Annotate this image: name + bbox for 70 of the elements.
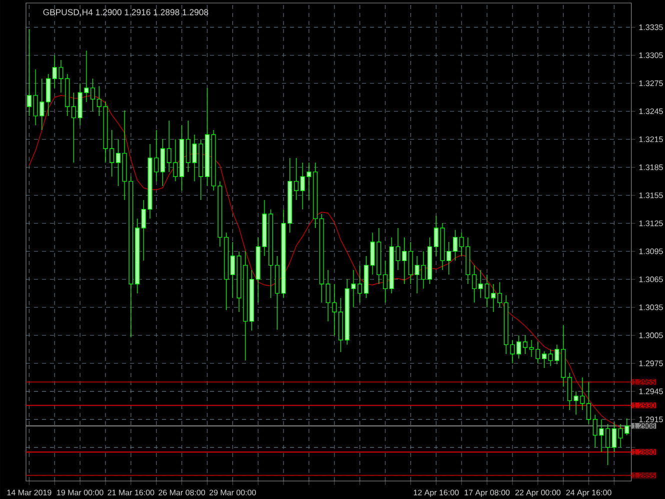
candlestick [440,222,445,270]
candlestick [606,424,610,466]
candlestick [522,335,528,354]
candlestick [313,162,318,228]
candlestick [383,260,388,304]
y-tick-label: 1.3335 [639,24,663,30]
candlestick [484,274,490,308]
x-tick-label: 17 Apr 08:00 [464,490,510,497]
candlestick [612,422,616,452]
candlestick [160,138,165,186]
candlestick [294,158,298,200]
y-tick-label: 1.3125 [639,220,663,226]
x-tick-label: 19 Mar 00:00 [57,490,104,496]
candlestick [204,88,210,186]
y-tick-label: 1.3065 [639,276,663,282]
candlestick [491,284,496,312]
candlestick [135,218,140,294]
candlestick [230,242,235,298]
y-tick-label: 1.2945 [639,388,663,394]
candlestick [186,120,190,172]
candlestick [46,74,50,116]
y-tick-label: 1.3275 [639,80,663,86]
candlestick [338,298,343,352]
candlestick [402,236,407,284]
x-tick-label: 26 Mar 08:00 [158,490,206,496]
candlestick [274,256,280,330]
candlestick [116,138,120,186]
candlestick [542,350,546,368]
candlestick [408,242,413,284]
candlestick [472,264,477,304]
candlestick [364,256,368,298]
candlestick [148,144,152,219]
y-tick-label: 1.3185 [639,164,663,170]
y-tick-label: 1.3215 [639,136,663,142]
candlestick [586,382,591,424]
candlestick [478,270,483,298]
x-tick-label: 14 Mar 2019 [7,490,52,496]
candlestick [567,372,572,410]
y-tick-label: 1.3155 [639,192,663,198]
candlestick [141,200,146,261]
candlestick [249,270,254,332]
x-tick-label: 21 Mar 16:00 [108,490,154,496]
candlestick [428,236,432,284]
x-tick-label: 24 Apr 16:00 [566,490,612,497]
y-tick-label: 1.2915 [639,416,663,422]
candlestick [446,242,452,275]
candlestick [358,264,362,304]
x-tick-label: 12 Apr 16:00 [414,490,459,497]
candlestick [561,324,566,388]
candlestick [110,130,114,177]
candlestick [434,216,438,256]
text: GBPUSD,H4 1.2900 1.2916 1.2898 1.2908 [43,9,208,16]
y-tick-label: 1.3035 [639,304,663,310]
y-tick-label: 1.2975 [639,360,663,366]
y-tick-label: 1.3095 [639,248,663,254]
candlestick [90,78,96,112]
candlestick [452,230,458,261]
candlestick [180,124,184,191]
candlestick [497,282,502,308]
candlestick [319,214,324,304]
candlestick [154,130,159,182]
y-tick-label: 1.3005 [639,332,663,338]
x-tick-label: 29 Mar 00:00 [209,490,256,496]
candlestick [516,335,522,360]
candlestick [268,208,274,298]
y-tick-label: 1.3245 [639,108,663,114]
x-tick-label: 22 Apr 00:00 [515,490,560,497]
candlestick [65,74,70,116]
y-tick-label: 1.3305 [639,52,663,58]
candlestick [224,232,229,310]
